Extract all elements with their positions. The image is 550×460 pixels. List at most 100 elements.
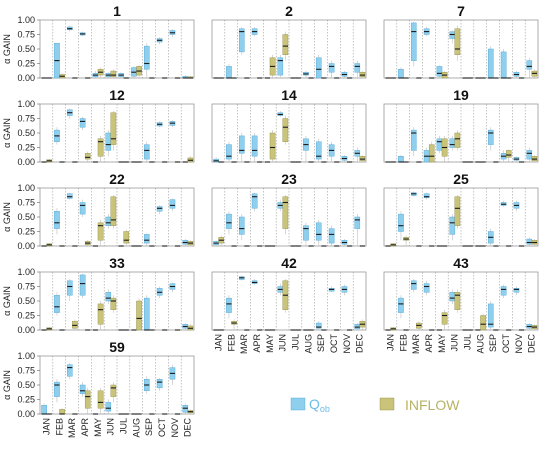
inflow-box — [454, 132, 461, 148]
legend-swatch-qob — [290, 397, 306, 411]
legend: Qob INFLOW — [290, 396, 460, 414]
x-tick-label: MAR — [239, 334, 249, 355]
x-tick-label: OCT — [501, 334, 511, 354]
qob-box — [354, 63, 361, 73]
qob-box — [251, 193, 258, 209]
x-tick-label: MAR — [411, 334, 421, 355]
panel-7: 7 — [383, 3, 539, 79]
y-tick-label: 1.00 — [17, 183, 35, 193]
qob-box — [66, 364, 73, 377]
panel-1: 1 0.00 0.25 0.50 0.75 1.00 α GAIN — [2, 3, 195, 83]
qob-box — [449, 138, 456, 148]
x-tick-label: JUL — [462, 334, 472, 350]
qob-box — [315, 141, 322, 160]
inflow-box — [428, 144, 435, 163]
inflow-box — [97, 390, 104, 409]
inflow-box — [84, 390, 91, 409]
inflow-box — [97, 303, 104, 325]
qob-box — [226, 213, 232, 229]
panel-59: 59 0.00 0.25 0.50 0.75 1.00 α GAIN JAN FEB MAR APR… — [2, 339, 195, 439]
inflow-box — [110, 70, 117, 78]
inflow-box — [123, 231, 130, 244]
x-tick-label: JUL — [290, 334, 300, 350]
qob-box — [449, 292, 456, 302]
panel-23: 23 — [211, 171, 367, 247]
qob-box — [398, 69, 404, 79]
y-axis-label: α GAIN — [2, 118, 12, 148]
x-tick-label: APR — [80, 418, 90, 437]
y-tick-label: 0.25 — [17, 227, 35, 237]
y-tick-label: 0.50 — [17, 44, 35, 54]
qob-box — [41, 405, 47, 415]
panel-22: 22 0.00 0.25 0.50 0.75 1.00 α GAIN — [2, 171, 195, 251]
y-tick-label: 0.25 — [17, 395, 35, 405]
panel-title: 19 — [453, 87, 469, 103]
qob-box — [156, 288, 163, 296]
qob-box — [410, 129, 417, 151]
qob-box — [66, 280, 73, 296]
x-tick-label: JUN — [278, 334, 288, 352]
qob-box — [143, 297, 150, 331]
y-tick-label: 0.00 — [17, 157, 35, 167]
panel-title: 22 — [109, 171, 125, 187]
qob-box — [143, 144, 150, 160]
panel-43: 43 JAN FEB MAR APR MAY JUN JUL AUG SEP OCT NOV DEC — [383, 255, 539, 355]
x-tick-label: MAY — [93, 418, 103, 437]
qob-box — [54, 381, 60, 397]
qob-box — [182, 405, 189, 413]
inflow-box — [72, 321, 78, 329]
inflow-box — [84, 153, 91, 160]
qob-box — [156, 206, 163, 212]
qob-box — [169, 199, 176, 209]
inflow-box — [269, 132, 276, 160]
panel-title: 43 — [453, 255, 469, 271]
x-tick-label: SEP — [316, 334, 326, 352]
panel-19: 19 — [383, 87, 539, 163]
legend-label-qob: Qob — [309, 396, 330, 414]
y-tick-label: 0.75 — [17, 198, 35, 208]
qob-box — [105, 292, 112, 302]
inflow-box — [110, 112, 117, 145]
x-tick-label: JAN — [213, 334, 223, 351]
panel-title: 2 — [285, 3, 293, 19]
qob-box — [105, 402, 112, 412]
y-tick-label: 1.00 — [17, 99, 35, 109]
panel-14: 14 — [211, 87, 367, 163]
qob-box — [449, 216, 456, 235]
qob-box — [303, 225, 309, 241]
qob-box — [238, 28, 245, 53]
qob-box — [79, 274, 86, 296]
x-tick-label: MAY — [265, 334, 275, 353]
x-tick-label: FEB — [398, 334, 408, 352]
qob-box — [277, 57, 284, 76]
x-tick-label: JAN — [41, 418, 51, 435]
inflow-box — [359, 71, 366, 78]
qob-box — [105, 132, 112, 151]
y-tick-label: 0.75 — [17, 30, 35, 40]
inflow-box — [136, 300, 142, 331]
y-axis-label: α GAIN — [2, 370, 12, 400]
y-tick-label: 0.75 — [17, 114, 35, 124]
qob-box — [79, 118, 86, 128]
inflow-box — [110, 297, 117, 310]
qob-box — [226, 66, 232, 79]
inflow-box — [359, 155, 366, 162]
panel-title: 42 — [281, 255, 297, 271]
qob-box — [79, 384, 86, 394]
x-tick-label: NOV — [342, 334, 352, 354]
x-tick-label: JUN — [450, 334, 460, 352]
qob-box — [410, 22, 417, 61]
qob-box — [54, 210, 60, 229]
x-tick-label: JUN — [106, 418, 116, 436]
qob-box — [354, 324, 361, 330]
x-tick-label: NOV — [170, 418, 180, 438]
y-axis-label: α GAIN — [2, 34, 12, 64]
qob-box — [487, 48, 494, 79]
inflow-box — [441, 312, 448, 325]
inflow-box — [480, 315, 486, 331]
y-tick-label: 1.00 — [17, 267, 35, 277]
x-tick-label: MAR — [67, 418, 77, 439]
qob-box — [526, 150, 533, 160]
inflow-box — [110, 196, 117, 226]
